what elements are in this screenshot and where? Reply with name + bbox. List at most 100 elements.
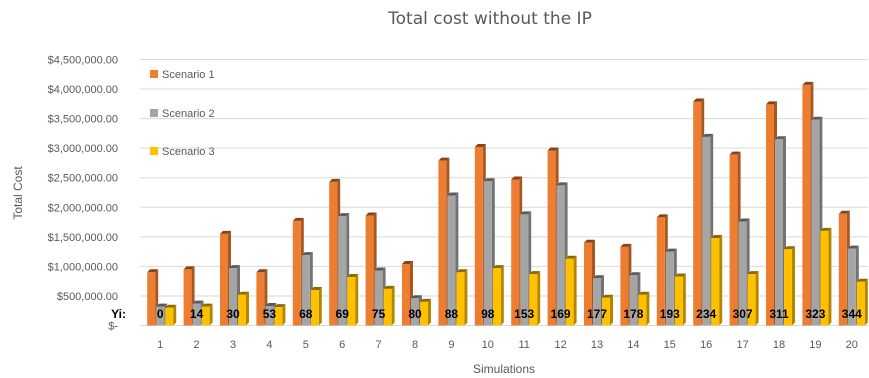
y-axis-ticks: $- $500,000.00 $1,000,000.00 $1,500,000.00 $… bbox=[48, 55, 119, 333]
bar bbox=[192, 303, 201, 326]
yi-value: 193 bbox=[660, 307, 680, 321]
yi-value: 53 bbox=[263, 307, 277, 321]
bar bbox=[820, 230, 829, 326]
bar bbox=[593, 278, 601, 326]
bar bbox=[556, 185, 565, 326]
bar-top bbox=[456, 269, 468, 273]
bar bbox=[811, 119, 820, 326]
x-tick-label: 14 bbox=[627, 339, 639, 351]
yi-value: 75 bbox=[372, 307, 386, 321]
y-tick-label: $3,500,000.00 bbox=[48, 114, 118, 126]
x-tick-label: 5 bbox=[303, 339, 309, 351]
legend-label: Scenario 2 bbox=[162, 108, 215, 120]
y-tick-label: $4,500,000.00 bbox=[48, 55, 118, 67]
yi-value: 234 bbox=[696, 307, 716, 321]
bar bbox=[301, 255, 310, 326]
x-tick-label: 4 bbox=[266, 339, 272, 351]
yi-value: 153 bbox=[514, 307, 534, 321]
bar bbox=[802, 84, 811, 326]
bar bbox=[483, 181, 492, 326]
bar-top bbox=[820, 227, 832, 231]
bar-top bbox=[847, 245, 859, 249]
y-tick-label: $500,000.00 bbox=[57, 291, 118, 303]
chart-title: Total cost without the IP bbox=[387, 9, 592, 29]
bar-top bbox=[265, 302, 277, 306]
x-tick-label: 8 bbox=[412, 339, 418, 351]
bar-top bbox=[838, 210, 850, 214]
yi-value: 68 bbox=[299, 307, 313, 321]
bar bbox=[165, 307, 174, 326]
bar bbox=[374, 270, 383, 326]
bar-top bbox=[220, 230, 231, 234]
bar-top bbox=[165, 304, 177, 308]
bar-top bbox=[229, 265, 240, 269]
bar bbox=[629, 275, 638, 326]
bar-side bbox=[391, 285, 395, 326]
bar-top bbox=[556, 182, 568, 186]
bar-top bbox=[511, 176, 523, 180]
bar bbox=[265, 305, 274, 326]
bar-top bbox=[402, 261, 413, 265]
bar-top bbox=[447, 192, 459, 196]
x-tick-label: 2 bbox=[194, 339, 200, 351]
bar bbox=[711, 238, 720, 326]
bar bbox=[602, 297, 610, 326]
y-tick-label: $1,500,000.00 bbox=[48, 232, 118, 244]
bar-top bbox=[656, 214, 668, 218]
bar-top bbox=[565, 255, 577, 259]
bar-side bbox=[719, 235, 723, 326]
y-tick-label: $2,000,000.00 bbox=[48, 202, 118, 214]
bar bbox=[747, 274, 756, 326]
legend: Scenario 1 Scenario 2 Scenario 3 bbox=[150, 69, 215, 158]
bar-top bbox=[520, 211, 532, 215]
x-tick-label: 19 bbox=[809, 339, 821, 351]
bar bbox=[456, 272, 465, 326]
yi-label: Yi: bbox=[111, 307, 126, 321]
y-tick-label: $2,500,000.00 bbox=[48, 173, 118, 185]
bar-top bbox=[856, 278, 868, 282]
bar-top bbox=[483, 178, 495, 182]
bar-top bbox=[156, 303, 168, 307]
bar bbox=[274, 307, 283, 326]
bar bbox=[784, 249, 792, 326]
bar-side bbox=[500, 265, 504, 326]
bar bbox=[292, 220, 301, 326]
yi-value: 323 bbox=[805, 307, 825, 321]
bar-top bbox=[474, 143, 486, 147]
x-tick-label: 12 bbox=[554, 339, 566, 351]
bar-top bbox=[702, 133, 714, 137]
bar bbox=[620, 246, 629, 326]
x-tick-label: 1 bbox=[157, 339, 163, 351]
yi-value: 311 bbox=[769, 307, 789, 321]
bar-top bbox=[292, 217, 304, 221]
y-tick-label: $1,000,000.00 bbox=[48, 261, 118, 273]
bar bbox=[656, 217, 665, 326]
bar bbox=[183, 269, 192, 326]
legend-label: Scenario 1 bbox=[162, 69, 215, 81]
bar bbox=[693, 101, 702, 326]
bar bbox=[584, 242, 592, 326]
bar-side bbox=[246, 291, 249, 326]
bar-top bbox=[492, 265, 504, 269]
bar-side bbox=[428, 298, 431, 326]
bar-side bbox=[792, 246, 795, 326]
bar-top bbox=[547, 147, 559, 151]
x-axis-ticks: 1 2 3 4 5 6 7 8 9 10 11 12 13 14 15 16 17 18 19 20 bbox=[157, 339, 858, 351]
bar bbox=[310, 290, 319, 326]
bar-top bbox=[192, 300, 204, 304]
x-tick-label: 16 bbox=[700, 339, 712, 351]
x-tick-label: 15 bbox=[664, 339, 676, 351]
bar-side bbox=[318, 287, 322, 326]
x-tick-label: 9 bbox=[448, 339, 454, 351]
yi-value: 98 bbox=[481, 307, 495, 321]
x-tick-label: 3 bbox=[230, 339, 236, 351]
bar bbox=[674, 276, 683, 326]
bar-top bbox=[602, 294, 613, 298]
bar bbox=[729, 154, 738, 326]
bar bbox=[347, 277, 356, 326]
bar-side bbox=[464, 269, 468, 326]
bar bbox=[201, 306, 210, 326]
bar-top bbox=[529, 271, 541, 275]
bar-top bbox=[766, 101, 777, 105]
bar-top bbox=[347, 274, 359, 278]
